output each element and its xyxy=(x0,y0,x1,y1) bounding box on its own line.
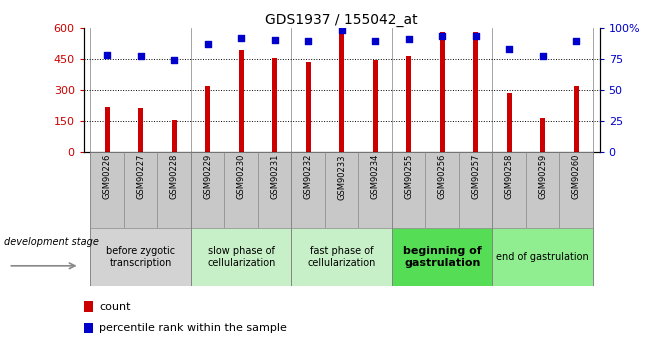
Text: percentile rank within the sample: percentile rank within the sample xyxy=(99,324,287,333)
Bar xyxy=(574,86,579,152)
Point xyxy=(504,46,515,51)
FancyBboxPatch shape xyxy=(559,152,593,228)
Bar xyxy=(138,108,143,152)
Bar xyxy=(306,62,311,152)
Point xyxy=(336,27,347,33)
Bar xyxy=(272,58,277,152)
Text: beginning of
gastrulation: beginning of gastrulation xyxy=(403,246,482,268)
Bar xyxy=(84,301,93,312)
Bar xyxy=(440,32,445,152)
Bar xyxy=(373,60,378,152)
Text: GSM90227: GSM90227 xyxy=(136,154,145,199)
Text: GSM90259: GSM90259 xyxy=(538,154,547,199)
Point xyxy=(303,39,314,44)
Point xyxy=(370,39,381,44)
FancyBboxPatch shape xyxy=(191,152,224,228)
Bar xyxy=(172,120,177,152)
Text: GSM90257: GSM90257 xyxy=(471,154,480,199)
FancyBboxPatch shape xyxy=(358,152,392,228)
FancyBboxPatch shape xyxy=(492,152,526,228)
FancyBboxPatch shape xyxy=(459,152,492,228)
FancyBboxPatch shape xyxy=(392,152,425,228)
Bar xyxy=(339,28,344,152)
Point xyxy=(135,53,146,59)
Text: end of gastrulation: end of gastrulation xyxy=(496,252,589,262)
Text: GSM90233: GSM90233 xyxy=(337,154,346,199)
Bar xyxy=(90,228,191,286)
FancyBboxPatch shape xyxy=(157,152,191,228)
Point xyxy=(403,36,414,41)
Bar xyxy=(406,56,411,152)
Bar xyxy=(105,107,110,152)
Text: slow phase of
cellularization: slow phase of cellularization xyxy=(207,246,275,268)
FancyBboxPatch shape xyxy=(124,152,157,228)
Bar xyxy=(291,228,392,286)
FancyBboxPatch shape xyxy=(526,152,559,228)
Point xyxy=(236,35,247,40)
FancyBboxPatch shape xyxy=(325,152,358,228)
Bar xyxy=(540,118,545,152)
Point xyxy=(571,39,582,44)
Bar xyxy=(392,228,492,286)
Bar xyxy=(205,86,210,152)
Point xyxy=(102,52,113,58)
Text: GSM90255: GSM90255 xyxy=(404,154,413,199)
Text: GSM90256: GSM90256 xyxy=(438,154,447,199)
Text: count: count xyxy=(99,302,131,312)
Point xyxy=(470,33,481,39)
Text: GSM90226: GSM90226 xyxy=(103,154,112,199)
Point xyxy=(169,57,180,63)
Text: GSM90258: GSM90258 xyxy=(505,154,514,199)
Point xyxy=(537,53,548,59)
Text: GSM90229: GSM90229 xyxy=(203,154,212,199)
Point xyxy=(202,41,213,47)
Text: GSM90231: GSM90231 xyxy=(270,154,279,199)
Bar xyxy=(473,32,478,152)
Text: development stage: development stage xyxy=(4,237,99,247)
Point xyxy=(437,33,448,39)
Bar xyxy=(191,228,291,286)
Text: GSM90228: GSM90228 xyxy=(170,154,179,199)
Text: GSM90232: GSM90232 xyxy=(304,154,313,199)
FancyBboxPatch shape xyxy=(90,152,124,228)
FancyBboxPatch shape xyxy=(291,152,325,228)
Text: fast phase of
cellularization: fast phase of cellularization xyxy=(308,246,376,268)
Point xyxy=(269,37,280,43)
Text: before zygotic
transcription: before zygotic transcription xyxy=(106,246,176,268)
Bar xyxy=(84,323,93,333)
Text: GSM90234: GSM90234 xyxy=(371,154,380,199)
Bar xyxy=(239,50,244,152)
Bar xyxy=(507,93,512,152)
FancyBboxPatch shape xyxy=(258,152,291,228)
Text: GSM90230: GSM90230 xyxy=(237,154,246,199)
FancyBboxPatch shape xyxy=(224,152,258,228)
Bar xyxy=(492,228,593,286)
Title: GDS1937 / 155042_at: GDS1937 / 155042_at xyxy=(265,12,418,27)
FancyBboxPatch shape xyxy=(425,152,459,228)
Text: GSM90260: GSM90260 xyxy=(572,154,581,199)
